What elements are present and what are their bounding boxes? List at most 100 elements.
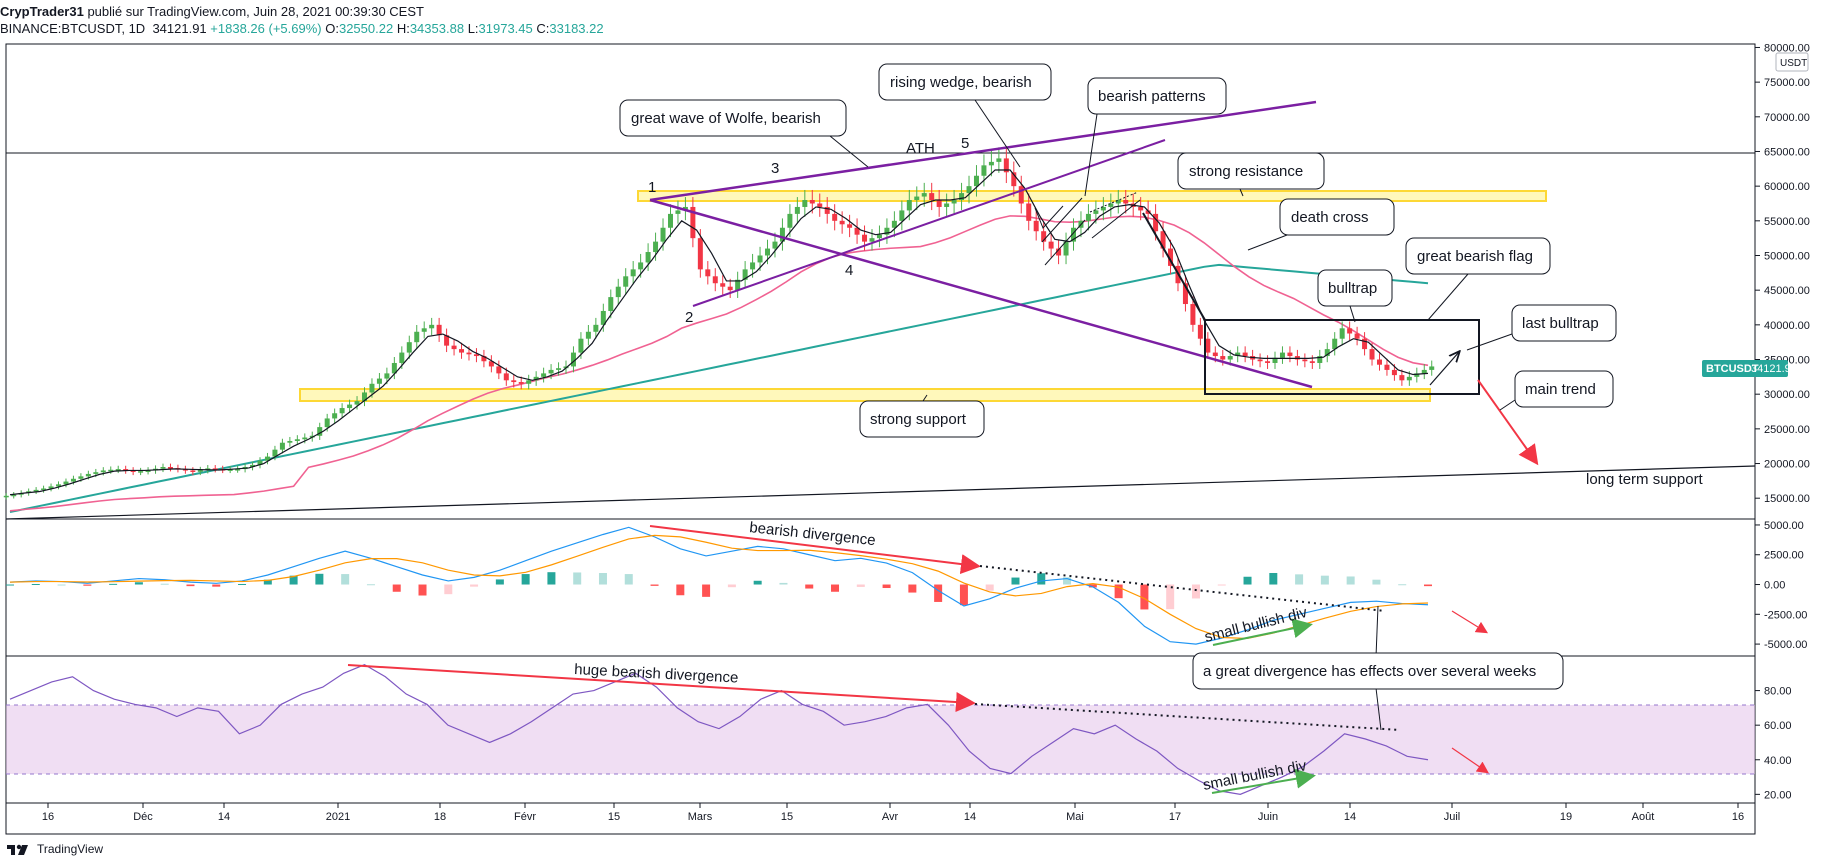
candle-body (556, 368, 562, 370)
callout-great-divergence[interactable]: a great divergence has effects over seve… (1192, 652, 1564, 690)
candle-body (1376, 359, 1382, 365)
candle-body (1369, 349, 1375, 360)
candle-body (765, 248, 771, 256)
callout-bulltrap[interactable]: bulltrap (1317, 269, 1393, 323)
candle-body (354, 401, 360, 405)
candle-body (1339, 328, 1345, 339)
candle-body (302, 437, 308, 440)
macd-bar (882, 584, 891, 589)
candle-body (1414, 373, 1420, 377)
macd-bar (753, 580, 762, 585)
macd-bullish-div-label: small bullish div (1203, 604, 1310, 646)
candle-body (235, 469, 241, 471)
currency-badge[interactable]: USDT (1775, 52, 1809, 72)
candle-body (339, 408, 345, 414)
callout-last-bulltrap[interactable]: last bulltrap (1466, 304, 1617, 351)
strong-resistance-label: strong resistance (1189, 163, 1303, 180)
rsi-bearish-div-label: huge bearish divergence (574, 661, 739, 687)
publish-header: CrypTrader31 publié sur TradingView.com,… (0, 4, 424, 19)
candle-body (347, 404, 353, 409)
macd-bar (1243, 576, 1252, 585)
time-axis: 16 Déc 14 2021 18 Févr 15 Mars 15 Avr 14 Mai 17 Juin 1… (42, 803, 1744, 823)
callout-great-bearish-flag[interactable]: great bearish flag (1405, 237, 1551, 321)
great-div-pointer-up (1375, 605, 1379, 658)
bear-channel-2a (1091, 199, 1141, 239)
candle-body (1362, 338, 1368, 350)
footer[interactable]: TradingView (6, 842, 103, 856)
time-tick-label: 15 (781, 811, 793, 823)
candle-body (93, 472, 99, 474)
callout-strong-support[interactable]: strong support (859, 394, 985, 438)
candle-body (1048, 241, 1054, 249)
macd-bar (1269, 572, 1278, 585)
candle-body (585, 331, 591, 339)
callout-main-trend[interactable]: main trend (1499, 370, 1614, 411)
time-tick-label: 18 (434, 811, 446, 823)
candle-body (384, 373, 390, 379)
candle-body (1205, 338, 1211, 353)
flag-box (1204, 319, 1480, 395)
candle-body (608, 297, 614, 311)
wave-point-5: 5 (961, 135, 969, 152)
candle-body (959, 193, 965, 201)
candle-body (138, 471, 144, 473)
candle-body (130, 470, 136, 472)
candle-body (996, 158, 1002, 162)
callout-bearish-patterns[interactable]: bearish patterns (1084, 77, 1227, 197)
last-bulltrap-label: last bulltrap (1522, 315, 1599, 332)
great-div-pointer (1375, 687, 1382, 731)
candle-body (1302, 359, 1308, 362)
candle-body (779, 227, 785, 242)
candle-body (1257, 359, 1263, 362)
macd-bar (57, 584, 66, 586)
candle-body (675, 210, 681, 214)
candle-body (362, 392, 367, 402)
candle-body (250, 464, 256, 467)
strong-support-label: strong support (870, 411, 967, 428)
candle-body (444, 335, 450, 346)
candle-body (332, 413, 338, 419)
wedge-line (692, 139, 1166, 307)
callout-wave-wolfe[interactable]: great wave of Wolfe, bearish (619, 99, 869, 168)
death-cross-label: death cross (1291, 209, 1369, 226)
rsi-series-line (9, 663, 1429, 795)
macd-bar (1398, 584, 1407, 586)
callout-rising-wedge[interactable]: rising wedge, bearish (878, 63, 1052, 168)
callout-strong-resistance[interactable]: strong resistance (1177, 152, 1325, 197)
author-name[interactable]: CrypTrader31 (0, 4, 84, 19)
time-tick-label: 2021 (326, 811, 350, 823)
time-tick-label: 14 (964, 811, 976, 823)
macd-bar (1037, 573, 1046, 585)
macd-bar (1088, 584, 1097, 588)
macd-bar (959, 584, 968, 606)
low-label: L: (467, 21, 479, 36)
macd-bar (1217, 584, 1226, 586)
macd-bar (315, 573, 324, 585)
macd-bar (186, 584, 195, 587)
candle-body (1115, 200, 1121, 204)
macd-axis: 5000.00 2500.00 0.00 -2500.00 -5000.00 (1755, 520, 1807, 651)
callout-death-cross[interactable]: death cross (1247, 198, 1395, 251)
candle-body (324, 418, 330, 428)
macd-bar (779, 582, 788, 585)
candle-body (1287, 352, 1293, 357)
candle-body (1063, 241, 1069, 256)
macd-bar (83, 584, 92, 586)
flag-pole (1142, 212, 1206, 321)
candle-body (100, 470, 106, 473)
candle-body (488, 361, 494, 367)
candle-body (1212, 352, 1218, 357)
bear-channel-1a (1044, 219, 1086, 266)
candle-body (772, 241, 778, 249)
candle-body (257, 460, 263, 465)
time-tick-label: 16 (42, 811, 54, 823)
candle-body (966, 186, 972, 194)
time-tick-label: Avr (882, 811, 899, 823)
candle-body (70, 478, 76, 482)
macd-dotted-trend (979, 565, 1386, 612)
candle-body (1429, 366, 1435, 370)
ma-short (9, 169, 1429, 496)
ath-label: ATH (906, 140, 935, 157)
close-value: 33183.22 (549, 21, 604, 36)
